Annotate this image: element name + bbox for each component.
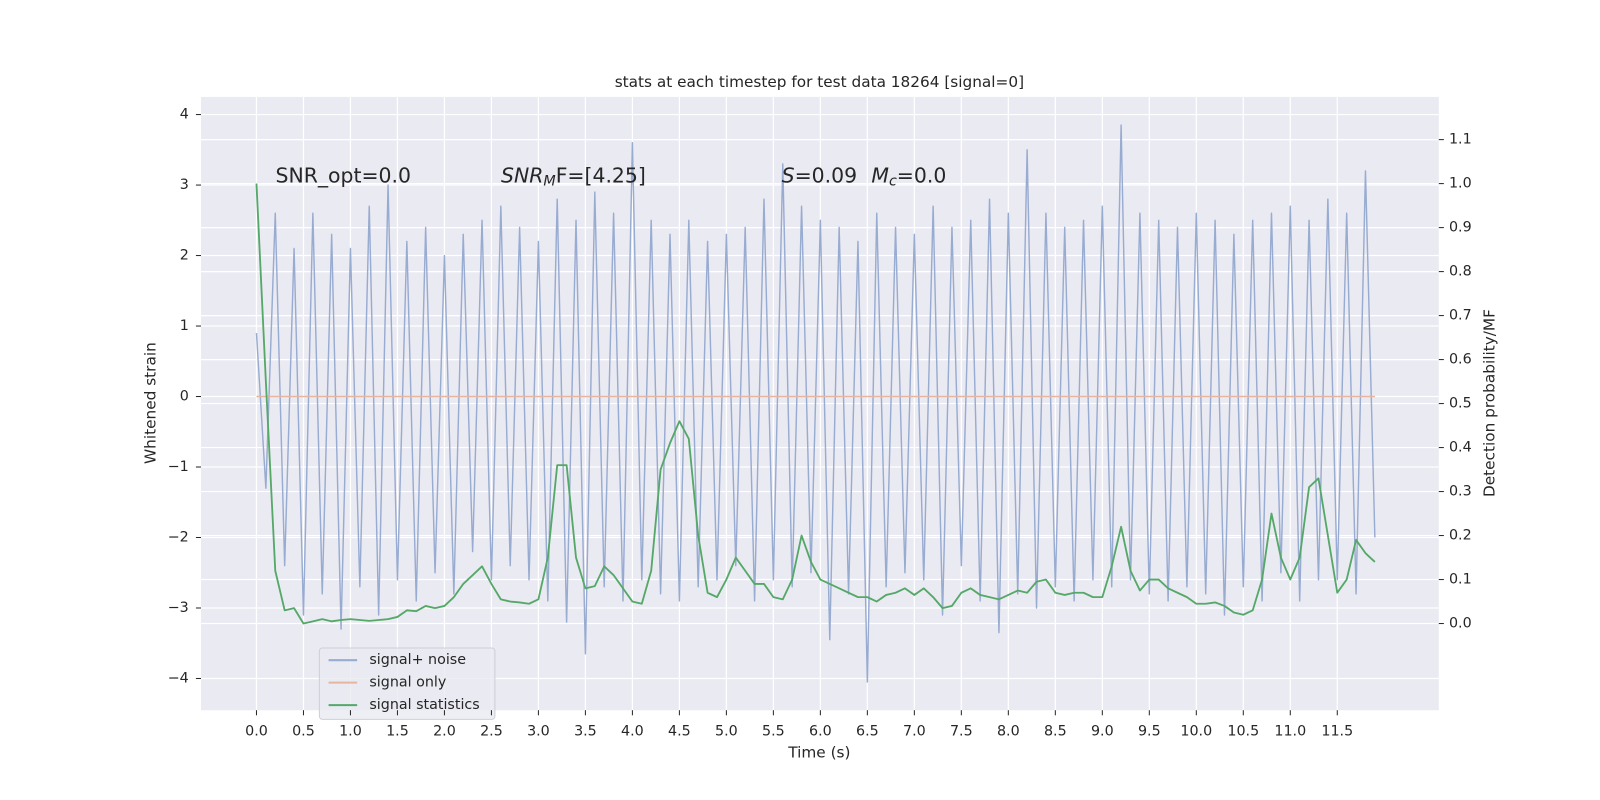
x-tick-label: 4.5 xyxy=(668,724,691,740)
y-tick-label: 2 xyxy=(180,248,189,264)
x-tick-label: 11.0 xyxy=(1274,724,1306,740)
x-tick-label: 3.0 xyxy=(527,724,550,740)
chart-title: stats at each timestep for test data 182… xyxy=(615,73,1024,91)
legend-label: signal+ noise xyxy=(369,652,466,668)
x-tick-label: 1.0 xyxy=(339,724,362,740)
annotation-text: SNR_opt=0.0 xyxy=(276,164,412,189)
y2-tick-label: 0.6 xyxy=(1449,352,1472,368)
annotation-text: M xyxy=(543,174,555,190)
y2-tick-label: 0.2 xyxy=(1449,528,1472,544)
annotation-text: =0.09 xyxy=(795,164,858,188)
y-tick-label: −1 xyxy=(168,459,189,475)
legend-box xyxy=(318,647,496,720)
y2-tick-label: 1.0 xyxy=(1449,176,1472,192)
y2-tick-label: 0.1 xyxy=(1449,572,1472,588)
x-axis-label: Time (s) xyxy=(787,744,850,762)
annotation: SNR_opt=0.0 xyxy=(276,164,412,189)
x-tick-label: 5.5 xyxy=(762,724,785,740)
y2-tick-label: 0.5 xyxy=(1449,396,1472,412)
y2-tick-label: 0.4 xyxy=(1449,440,1472,456)
y2-tick-label: 0.9 xyxy=(1449,220,1472,236)
annotation-text: SNR xyxy=(501,164,543,188)
y-tick-label: 4 xyxy=(180,107,189,123)
y-tick-label: 0 xyxy=(180,389,189,405)
y-tick-label: 3 xyxy=(180,177,189,193)
annotation-text: c xyxy=(889,174,897,190)
x-tick-label: 8.0 xyxy=(997,724,1020,740)
x-tick-label: 0.0 xyxy=(245,724,268,740)
y2-tick-label: 0.7 xyxy=(1449,308,1472,324)
x-tick-label: 0.5 xyxy=(292,724,315,740)
annotation-text: F=[4.25] xyxy=(556,164,646,188)
x-tick-label: 6.5 xyxy=(856,724,879,740)
y2-tick-label: 1.1 xyxy=(1449,132,1472,148)
x-tick-label: 7.5 xyxy=(950,724,973,740)
x-tick-label: 6.0 xyxy=(809,724,832,740)
y-tick-label: −2 xyxy=(168,530,189,546)
lines xyxy=(255,124,1376,683)
x-tick-label: 7.0 xyxy=(903,724,926,740)
x-tick-label: 1.5 xyxy=(386,724,409,740)
x-tick-label: 10.5 xyxy=(1227,724,1259,740)
x-tick-label: 4.0 xyxy=(621,724,644,740)
x-tick-label: 9.5 xyxy=(1138,724,1161,740)
x-tick-label: 10.0 xyxy=(1180,724,1212,740)
annotation: SNRMF=[4.25] xyxy=(501,164,646,190)
y-tick-label: 1 xyxy=(180,318,189,334)
y-axis-label: Whitened strain xyxy=(142,342,160,464)
y2-tick-label: 0.8 xyxy=(1449,264,1472,280)
y2-tick-label: 0.0 xyxy=(1449,616,1472,632)
annotation-text: =0.0 xyxy=(897,164,947,188)
x-tick-label: 2.0 xyxy=(433,724,456,740)
y2-tick-label: 0.3 xyxy=(1449,484,1472,500)
y2-axis-label: Detection probability/MF xyxy=(1480,309,1498,497)
y-tick-label: −3 xyxy=(168,600,189,616)
legend: signal+ noise signal only signal statistic… xyxy=(318,647,496,720)
x-tick-label: 9.0 xyxy=(1091,724,1114,740)
x-tick-label: 2.5 xyxy=(480,724,503,740)
x-tick-label: 11.5 xyxy=(1321,724,1353,740)
x-tick-label: 5.0 xyxy=(715,724,738,740)
legend-label: signal only xyxy=(369,675,446,691)
series-line xyxy=(255,183,1376,625)
legend-label: signal statistics xyxy=(369,697,479,713)
annotation: S=0.09 Mc=0.0 xyxy=(782,164,947,190)
annotation-text: S xyxy=(782,164,795,188)
annotation-text: M xyxy=(871,164,889,188)
y-tick-label: −4 xyxy=(168,670,189,686)
x-tick-label: 3.5 xyxy=(574,724,597,740)
x-tick-label: 8.5 xyxy=(1044,724,1067,740)
